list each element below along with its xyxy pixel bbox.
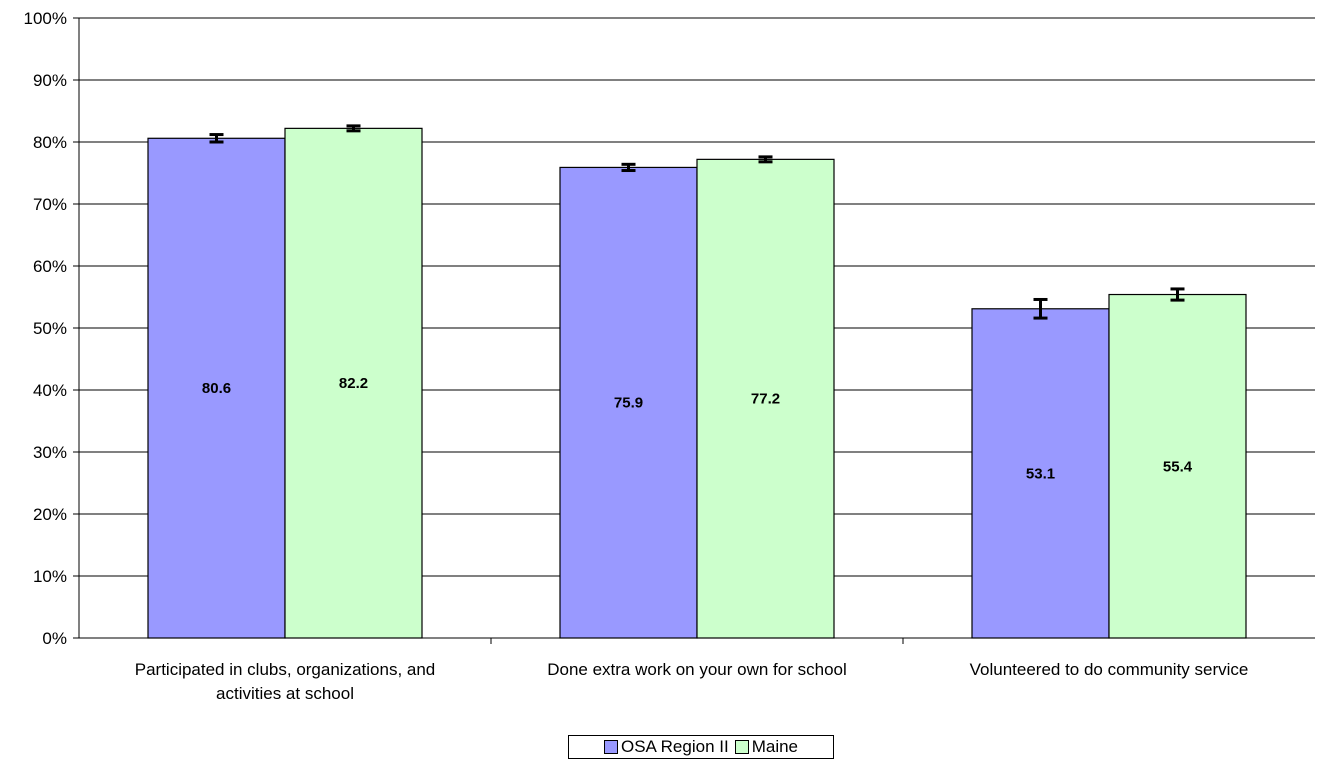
legend-label-osa-region-ii: OSA Region II xyxy=(620,737,729,756)
y-tick-label: 90% xyxy=(33,71,67,90)
legend-swatch-maine xyxy=(734,740,749,754)
bar-maine-1 xyxy=(696,158,835,639)
bar-chart: 0% 10% 20% 30% 40% 50% 60% 70% 80% 90% 100% 80.6 82.… xyxy=(24,9,1315,703)
x-category-label: Participated in clubs, organizations, an… xyxy=(135,660,436,679)
x-category-label: activities at school xyxy=(216,684,354,703)
legend-label-maine: Maine xyxy=(751,737,799,756)
legend-entry-maine: Maine xyxy=(734,737,799,757)
y-tick-label: 20% xyxy=(33,505,67,524)
bar-maine-0 xyxy=(284,127,423,639)
data-label: 77.2 xyxy=(751,391,780,408)
y-tick-label: 60% xyxy=(33,257,67,276)
bar-maine-2 xyxy=(1108,293,1247,639)
y-tick-label: 10% xyxy=(33,567,67,586)
legend: OSA Region II Maine xyxy=(568,735,834,759)
legend-swatch-osa-region-ii xyxy=(603,740,618,754)
x-category-label: Done extra work on your own for school xyxy=(547,660,847,679)
data-label: 53.1 xyxy=(1026,465,1055,482)
y-tick-label: 80% xyxy=(33,133,67,152)
y-tick-label: 40% xyxy=(33,381,67,400)
data-label: 82.2 xyxy=(339,375,368,392)
bar-osa-region-ii-0 xyxy=(147,137,286,639)
bar-osa-region-ii-1 xyxy=(559,166,698,639)
y-tick-label: 70% xyxy=(33,195,67,214)
x-category-label: Volunteered to do community service xyxy=(970,660,1249,679)
legend-entry-osa-region-ii: OSA Region II xyxy=(603,737,729,757)
data-label: 75.9 xyxy=(614,395,643,412)
y-tick-label: 30% xyxy=(33,443,67,462)
y-tick-label: 0% xyxy=(42,629,67,648)
data-label: 80.6 xyxy=(202,380,231,397)
data-label: 55.4 xyxy=(1163,458,1193,475)
bar-osa-region-ii-2 xyxy=(971,308,1110,639)
y-tick-label: 50% xyxy=(33,319,67,338)
y-tick-label: 100% xyxy=(24,9,67,28)
